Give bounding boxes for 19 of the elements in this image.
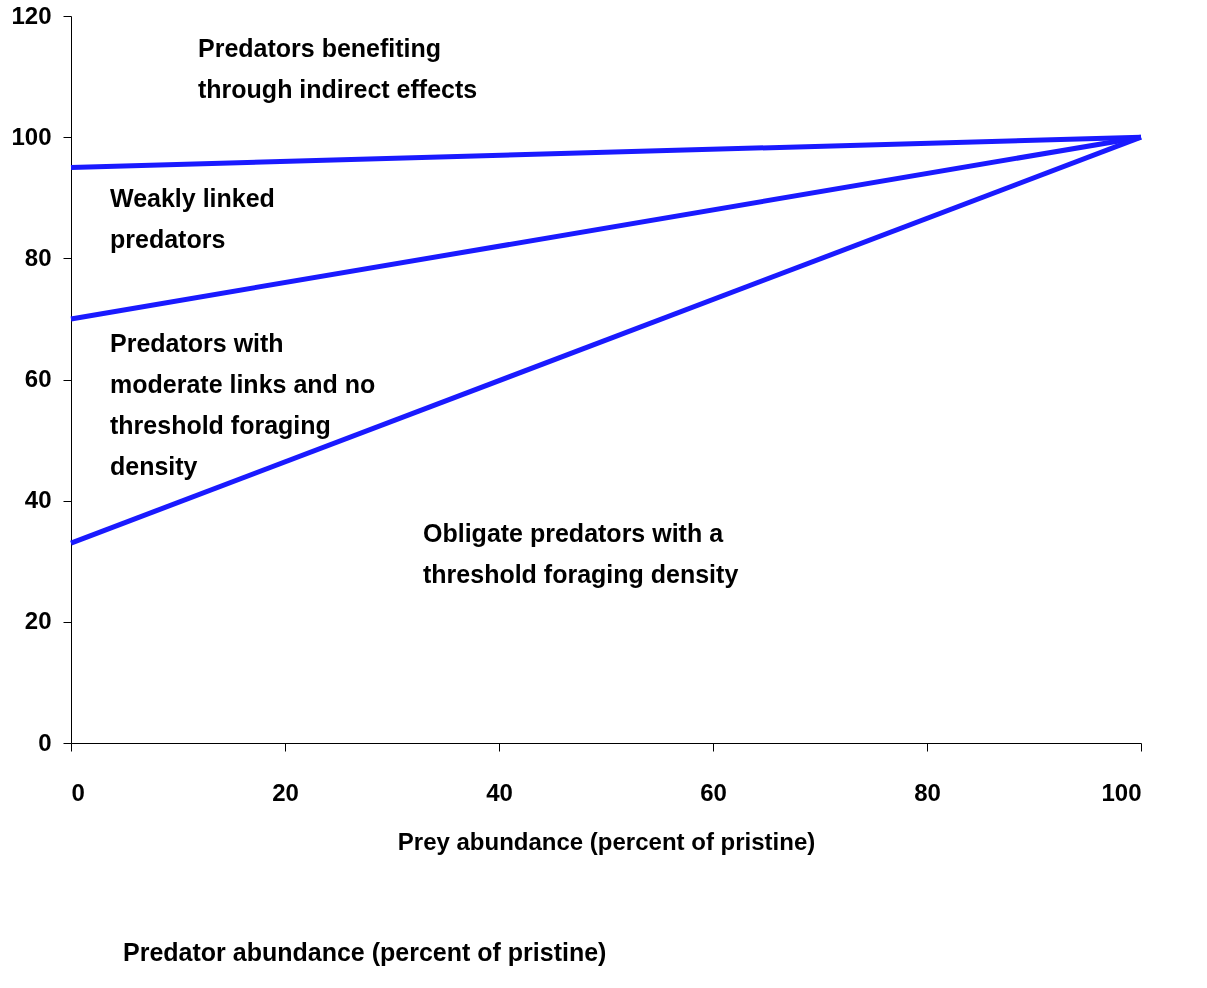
annotation: Predators benefiting through indirect effects <box>198 34 478 103</box>
y-tick-label: 40 <box>24 486 52 514</box>
x-tick-label: 80 <box>914 778 941 806</box>
y-tick-label: 0 <box>38 728 52 756</box>
x-tick-label: 60 <box>700 778 727 806</box>
x-tick-label: 0 <box>71 778 85 806</box>
y-tick-label: 80 <box>24 243 52 271</box>
annotation: Predators with moderate links and no threshold foraging density <box>110 329 376 480</box>
y-tick-label: 100 <box>11 122 52 150</box>
x-tick-label: 100 <box>1101 778 1142 806</box>
x-tick-label: 20 <box>272 778 299 806</box>
y-tick-label: 20 <box>24 607 52 635</box>
annotation: Weakly linked predators <box>110 184 275 253</box>
text: Predator abundance (percent of pristine) <box>123 938 607 966</box>
x-tick-label: 40 <box>486 778 513 806</box>
x-axis-title: Prey abundance (percent of pristine) <box>397 827 816 855</box>
annotation: Obligate predators with a threshold foraging density <box>423 519 739 588</box>
y-tick-label: 120 <box>11 1 52 29</box>
y-tick-label: 60 <box>24 365 52 392</box>
